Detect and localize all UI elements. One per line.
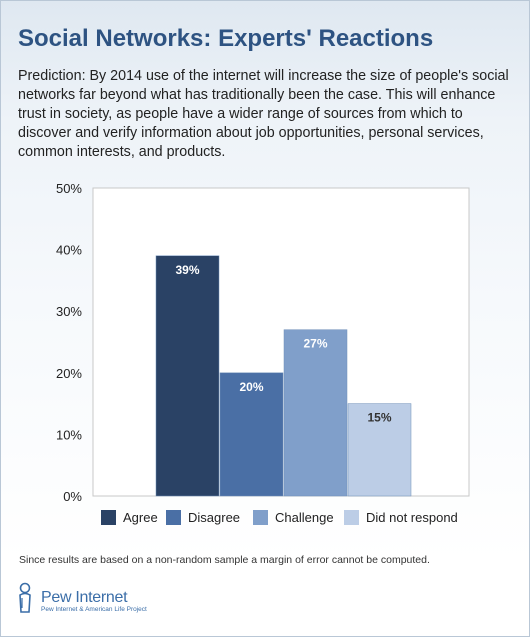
bar-did-not-respond xyxy=(347,403,412,497)
prediction-text: Prediction: By 2014 use of the internet … xyxy=(18,68,509,160)
y-tick-label: 0% xyxy=(63,489,82,504)
y-tick-label: 40% xyxy=(56,243,82,258)
logo-name: Pew Internet xyxy=(41,589,128,606)
footnote: Since results are based on a non-random … xyxy=(19,554,430,566)
pew-person-icon xyxy=(19,582,31,613)
bar-value-label: 20% xyxy=(239,380,263,394)
y-tick-label: 10% xyxy=(56,427,82,442)
legend-label: Disagree xyxy=(188,510,240,525)
bar-value-label: 39% xyxy=(175,263,199,277)
legend-swatch xyxy=(101,510,116,525)
y-tick-label: 50% xyxy=(56,181,82,196)
bar-value-label: 27% xyxy=(303,337,327,351)
legend-label: Did not respond xyxy=(366,510,458,525)
bar-value-label: 15% xyxy=(367,411,391,425)
bar-disagree xyxy=(219,372,284,497)
legend-swatch xyxy=(166,510,181,525)
chart-title: Social Networks: Experts' Reactions xyxy=(18,25,434,52)
legend-swatch xyxy=(344,510,359,525)
pew-internet-logo: Pew Internet Pew Internet & American Lif… xyxy=(17,582,147,619)
logo-subtitle: Pew Internet & American Life Project xyxy=(41,606,147,613)
legend: Agree Disagree Challenge Did not respond xyxy=(101,510,458,525)
bar-agree xyxy=(155,255,220,497)
bar-challenge xyxy=(283,329,348,497)
legend-label: Agree xyxy=(123,510,158,525)
bars: 39% 20% 27% 15% xyxy=(155,255,412,497)
bar-chart: 0% 10% 20% 30% 40% 50% 39% 20% 27% 15% Agree Disa… xyxy=(56,181,470,525)
legend-label: Challenge xyxy=(275,510,334,525)
legend-swatch xyxy=(253,510,268,525)
y-tick-label: 20% xyxy=(56,366,82,381)
y-tick-label: 30% xyxy=(56,304,82,319)
y-axis: 0% 10% 20% 30% 40% 50% xyxy=(56,181,82,504)
